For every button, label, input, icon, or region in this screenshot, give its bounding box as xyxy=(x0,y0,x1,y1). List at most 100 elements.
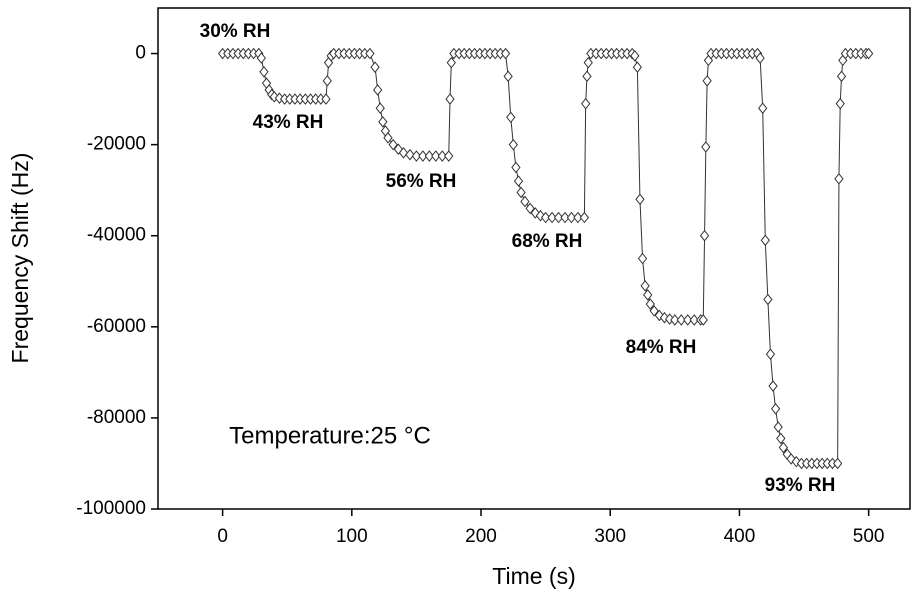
data-marker xyxy=(763,293,773,306)
x-tick-label: 400 xyxy=(724,526,756,547)
data-marker xyxy=(760,234,770,247)
data-marker xyxy=(836,70,847,83)
x-tick-label: 500 xyxy=(853,526,885,547)
data-marker xyxy=(445,93,455,105)
data-marker xyxy=(689,314,699,326)
data-marker xyxy=(321,93,331,105)
data-marker xyxy=(659,311,670,324)
y-tick-label: -20000 xyxy=(87,134,146,155)
x-tick-label: 300 xyxy=(594,526,626,547)
data-marker xyxy=(418,150,428,162)
y-tick-label: -40000 xyxy=(87,225,146,246)
y-tick-label: -60000 xyxy=(87,316,146,337)
data-marker xyxy=(511,161,521,174)
data-marker xyxy=(375,102,385,115)
data-marker xyxy=(765,348,776,360)
data-marker xyxy=(437,150,447,162)
data-marker xyxy=(773,421,783,433)
data-marker xyxy=(791,455,801,468)
rh-label: 68% RH xyxy=(512,231,583,252)
data-marker xyxy=(755,52,765,64)
data-marker xyxy=(393,143,403,155)
data-marker xyxy=(643,289,653,301)
rh-label: 30% RH xyxy=(200,21,271,42)
data-marker xyxy=(833,457,843,470)
data-marker xyxy=(431,150,441,162)
data-marker xyxy=(405,148,415,161)
data-marker xyxy=(525,202,535,215)
rh-label: 84% RH xyxy=(626,337,697,358)
data-marker xyxy=(444,150,454,162)
x-tick-label: 100 xyxy=(336,526,368,547)
data-marker xyxy=(508,138,518,151)
data-marker xyxy=(573,211,583,224)
plot-frame xyxy=(157,7,911,510)
data-marker xyxy=(398,147,409,159)
data-marker xyxy=(582,70,592,83)
data-marker xyxy=(834,172,844,185)
data-marker xyxy=(702,75,712,87)
data-marker xyxy=(630,50,640,62)
data-marker xyxy=(698,314,708,326)
data-marker xyxy=(365,47,375,60)
data-marker xyxy=(560,211,570,224)
data-marker xyxy=(768,380,778,392)
y-axis-label: Frequency Shift (Hz) xyxy=(7,153,33,364)
data-marker xyxy=(373,84,383,96)
data-marker xyxy=(540,211,551,224)
condition-note: Temperature:25 °C xyxy=(229,422,431,449)
data-marker xyxy=(770,402,781,415)
data-marker xyxy=(676,314,686,326)
data-marker xyxy=(322,75,332,87)
x-axis-label: Time (s) xyxy=(492,563,575,589)
data-marker xyxy=(535,209,546,222)
data-marker xyxy=(424,150,434,162)
data-marker xyxy=(516,186,526,199)
data-marker xyxy=(776,432,786,445)
data-marker xyxy=(632,61,643,74)
rh-label: 93% RH xyxy=(765,475,836,496)
data-marker xyxy=(513,175,524,187)
data-marker xyxy=(388,138,398,151)
data-marker xyxy=(778,441,789,454)
data-marker xyxy=(581,97,591,110)
data-marker xyxy=(864,47,874,60)
data-marker xyxy=(383,132,393,144)
data-marker xyxy=(446,56,456,69)
data-marker xyxy=(547,211,557,224)
data-marker xyxy=(269,91,279,103)
data-marker xyxy=(701,141,711,153)
data-marker xyxy=(530,207,540,219)
data-marker xyxy=(378,116,388,128)
data-marker xyxy=(553,211,564,224)
data-marker xyxy=(635,193,645,206)
data-marker xyxy=(520,195,530,208)
rh-label: 43% RH xyxy=(253,112,324,133)
data-marker xyxy=(256,52,267,64)
data-marker xyxy=(758,102,768,115)
x-tick-label: 200 xyxy=(465,526,497,547)
rh-label: 56% RH xyxy=(386,171,457,192)
data-marker xyxy=(637,252,648,265)
data-marker xyxy=(566,211,577,224)
data-marker xyxy=(500,47,511,60)
data-marker xyxy=(370,61,380,74)
y-tick-label: -100000 xyxy=(76,498,146,519)
data-marker xyxy=(411,150,422,162)
x-tick-label: 0 xyxy=(217,526,228,547)
y-tick-label: 0 xyxy=(135,43,146,64)
data-marker xyxy=(645,298,655,310)
data-marker xyxy=(835,97,845,110)
data-marker xyxy=(649,305,659,317)
data-marker xyxy=(583,56,593,69)
data-marker xyxy=(683,314,693,326)
data-marker xyxy=(259,65,269,78)
data-marker xyxy=(640,280,650,292)
data-marker xyxy=(503,70,513,83)
y-tick-label: -80000 xyxy=(87,407,146,428)
data-marker xyxy=(670,314,680,326)
data-marker xyxy=(506,111,516,124)
data-marker xyxy=(699,229,710,242)
data-marker xyxy=(579,211,590,224)
